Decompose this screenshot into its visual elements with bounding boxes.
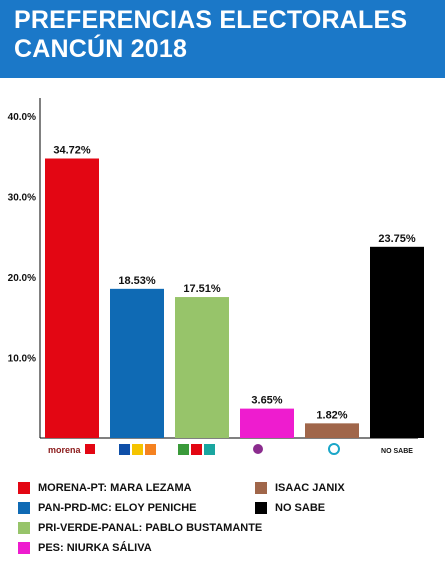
independent-logo-icon: [328, 443, 340, 455]
legend-label: MORENA-PT: MARA LEZAMA: [38, 482, 192, 494]
data-label: 18.53%: [118, 275, 156, 287]
morena-pt-logo-icon: morena: [48, 445, 82, 455]
legend-item-pan: PAN-PRD-MC: ELOY PENICHE: [18, 502, 197, 514]
y-tick-label: 10.0%: [8, 354, 36, 365]
header-banner: PREFERENCIAS ELECTORALES CANCÚN 2018: [0, 0, 445, 78]
prd-logo-icon: [132, 444, 143, 455]
bar: [45, 158, 99, 438]
legend-item-pes: PES: NIURKA SÁLIVA: [18, 542, 152, 554]
legend-item-pri: PRI-VERDE-PANAL: PABLO BUSTAMANTE: [18, 522, 262, 534]
legend-label: PRI-VERDE-PANAL: PABLO BUSTAMANTE: [38, 522, 263, 534]
pri-logo-icon: [191, 444, 202, 455]
chart-title: PREFERENCIAS ELECTORALES CANCÚN 2018: [14, 6, 407, 64]
bar: [175, 297, 229, 438]
legend: MORENA-PT: MARA LEZAMA PAN-PRD-MC: ELOY …: [0, 470, 445, 561]
pes-logo-icon: [253, 444, 263, 454]
legend-item-morena: MORENA-PT: MARA LEZAMA: [18, 482, 192, 494]
y-tick-label: 40.0%: [8, 112, 36, 123]
data-label: 23.75%: [378, 233, 416, 245]
bar: [305, 423, 359, 438]
bar: [370, 246, 424, 438]
panal-logo-icon: [204, 444, 215, 455]
x-tick-label: NO SABE: [381, 448, 413, 455]
legend-label: ISAAC JANIX: [275, 482, 345, 494]
verde-logo-icon: [178, 444, 189, 455]
bar-chart: 10.0% 20.0% 30.0% 40.0% 34.72% 18.53% 17.51% 3.…: [8, 98, 424, 455]
legend-swatch: [255, 482, 267, 494]
legend-swatch: [255, 502, 267, 514]
title-line-1: PREFERENCIAS ELECTORALES: [14, 6, 408, 34]
legend-swatch: [18, 522, 30, 534]
legend-label: NO SABE: [275, 502, 326, 514]
y-tick-label: 30.0%: [8, 193, 36, 204]
bar: [110, 288, 164, 438]
legend-swatch: [18, 502, 30, 514]
bar: [240, 408, 294, 438]
title-line-2: CANCÚN 2018: [14, 35, 188, 63]
legend-label: PES: NIURKA SÁLIVA: [38, 542, 152, 554]
pt-logo-icon: [85, 444, 95, 454]
data-label: 1.82%: [316, 409, 347, 421]
data-label: 17.51%: [183, 283, 221, 295]
legend-item-janix: ISAAC JANIX: [255, 482, 345, 494]
legend-swatch: [18, 482, 30, 494]
pan-logo-icon: [119, 444, 130, 455]
legend-item-no-sabe: NO SABE: [255, 502, 325, 514]
y-tick-label: 20.0%: [8, 273, 36, 284]
legend-label: PAN-PRD-MC: ELOY PENICHE: [38, 502, 197, 514]
data-label: 34.72%: [53, 145, 91, 157]
legend-swatch: [18, 542, 30, 554]
data-label: 3.65%: [251, 395, 282, 407]
mc-logo-icon: [145, 444, 156, 455]
